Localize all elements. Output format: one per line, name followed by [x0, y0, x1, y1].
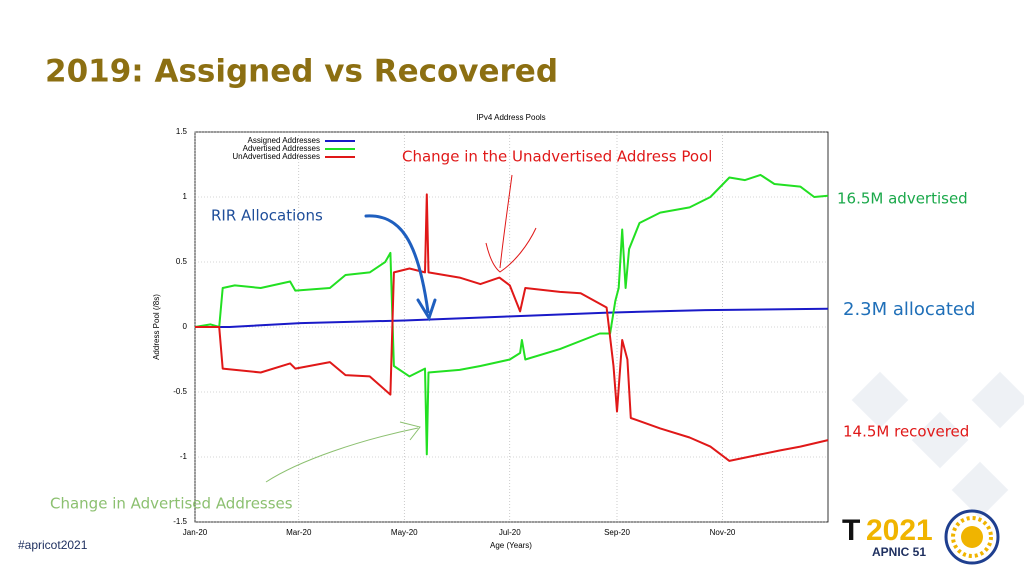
logo-rays	[951, 516, 993, 558]
plot	[194, 173, 829, 462]
logo-ring	[944, 509, 1000, 565]
logo-event: APNIC 51	[872, 545, 926, 559]
legend-label: Advertised Addresses	[243, 144, 320, 153]
callout: 16.5M advertised	[837, 190, 968, 208]
logo-year: 2021	[866, 514, 933, 547]
callout: Change in Advertised Addresses	[50, 495, 293, 513]
footer: #apricot2021	[18, 538, 88, 552]
legend-label: Assigned Addresses	[248, 136, 321, 145]
x-tick-label: Jul-20	[499, 528, 521, 537]
legend-label: UnAdvertised Addresses	[232, 152, 320, 161]
callout: 2.3M allocated	[843, 299, 975, 320]
grid	[194, 131, 828, 523]
y-tick-label: 1.5	[176, 127, 188, 136]
chart-title: IPv4 Address Pools	[476, 113, 545, 122]
logo: T 2021 APNIC 51	[842, 509, 1000, 565]
callout: 14.5M recovered	[843, 423, 969, 441]
series-line	[195, 193, 829, 462]
y-tick-label: 0.5	[176, 257, 188, 266]
callout: Change in the Unadvertised Address Pool	[402, 148, 712, 166]
callout: RIR Allocations	[211, 207, 323, 225]
series-line	[194, 173, 829, 456]
arrow	[364, 214, 437, 322]
y-tick-label: 1	[183, 192, 188, 201]
background-pattern	[851, 371, 1024, 519]
x-tick-label: Nov-20	[710, 528, 736, 537]
y-tick-label: -1.5	[173, 517, 187, 526]
arrow	[485, 174, 537, 273]
logo-mark: T	[842, 514, 860, 547]
series-line	[195, 307, 829, 328]
logo-sun	[961, 526, 983, 548]
x-tick-label: May-20	[391, 528, 418, 537]
y-tick-label: -0.5	[173, 387, 187, 396]
x-axis-label: Age (Years)	[490, 541, 532, 550]
y-tick-label: 0	[183, 322, 188, 331]
arrow	[265, 421, 421, 483]
plot-frame	[194, 131, 829, 523]
x-tick-label: Mar-20	[286, 528, 312, 537]
y-tick-label: -1	[180, 452, 188, 461]
x-tick-label: Sep-20	[604, 528, 630, 537]
y-axis-label: Address Pool (/8s)	[152, 294, 161, 360]
x-tick-label: Jan-20	[183, 528, 208, 537]
slide-title: 2019: Assigned vs Recovered	[45, 54, 558, 90]
